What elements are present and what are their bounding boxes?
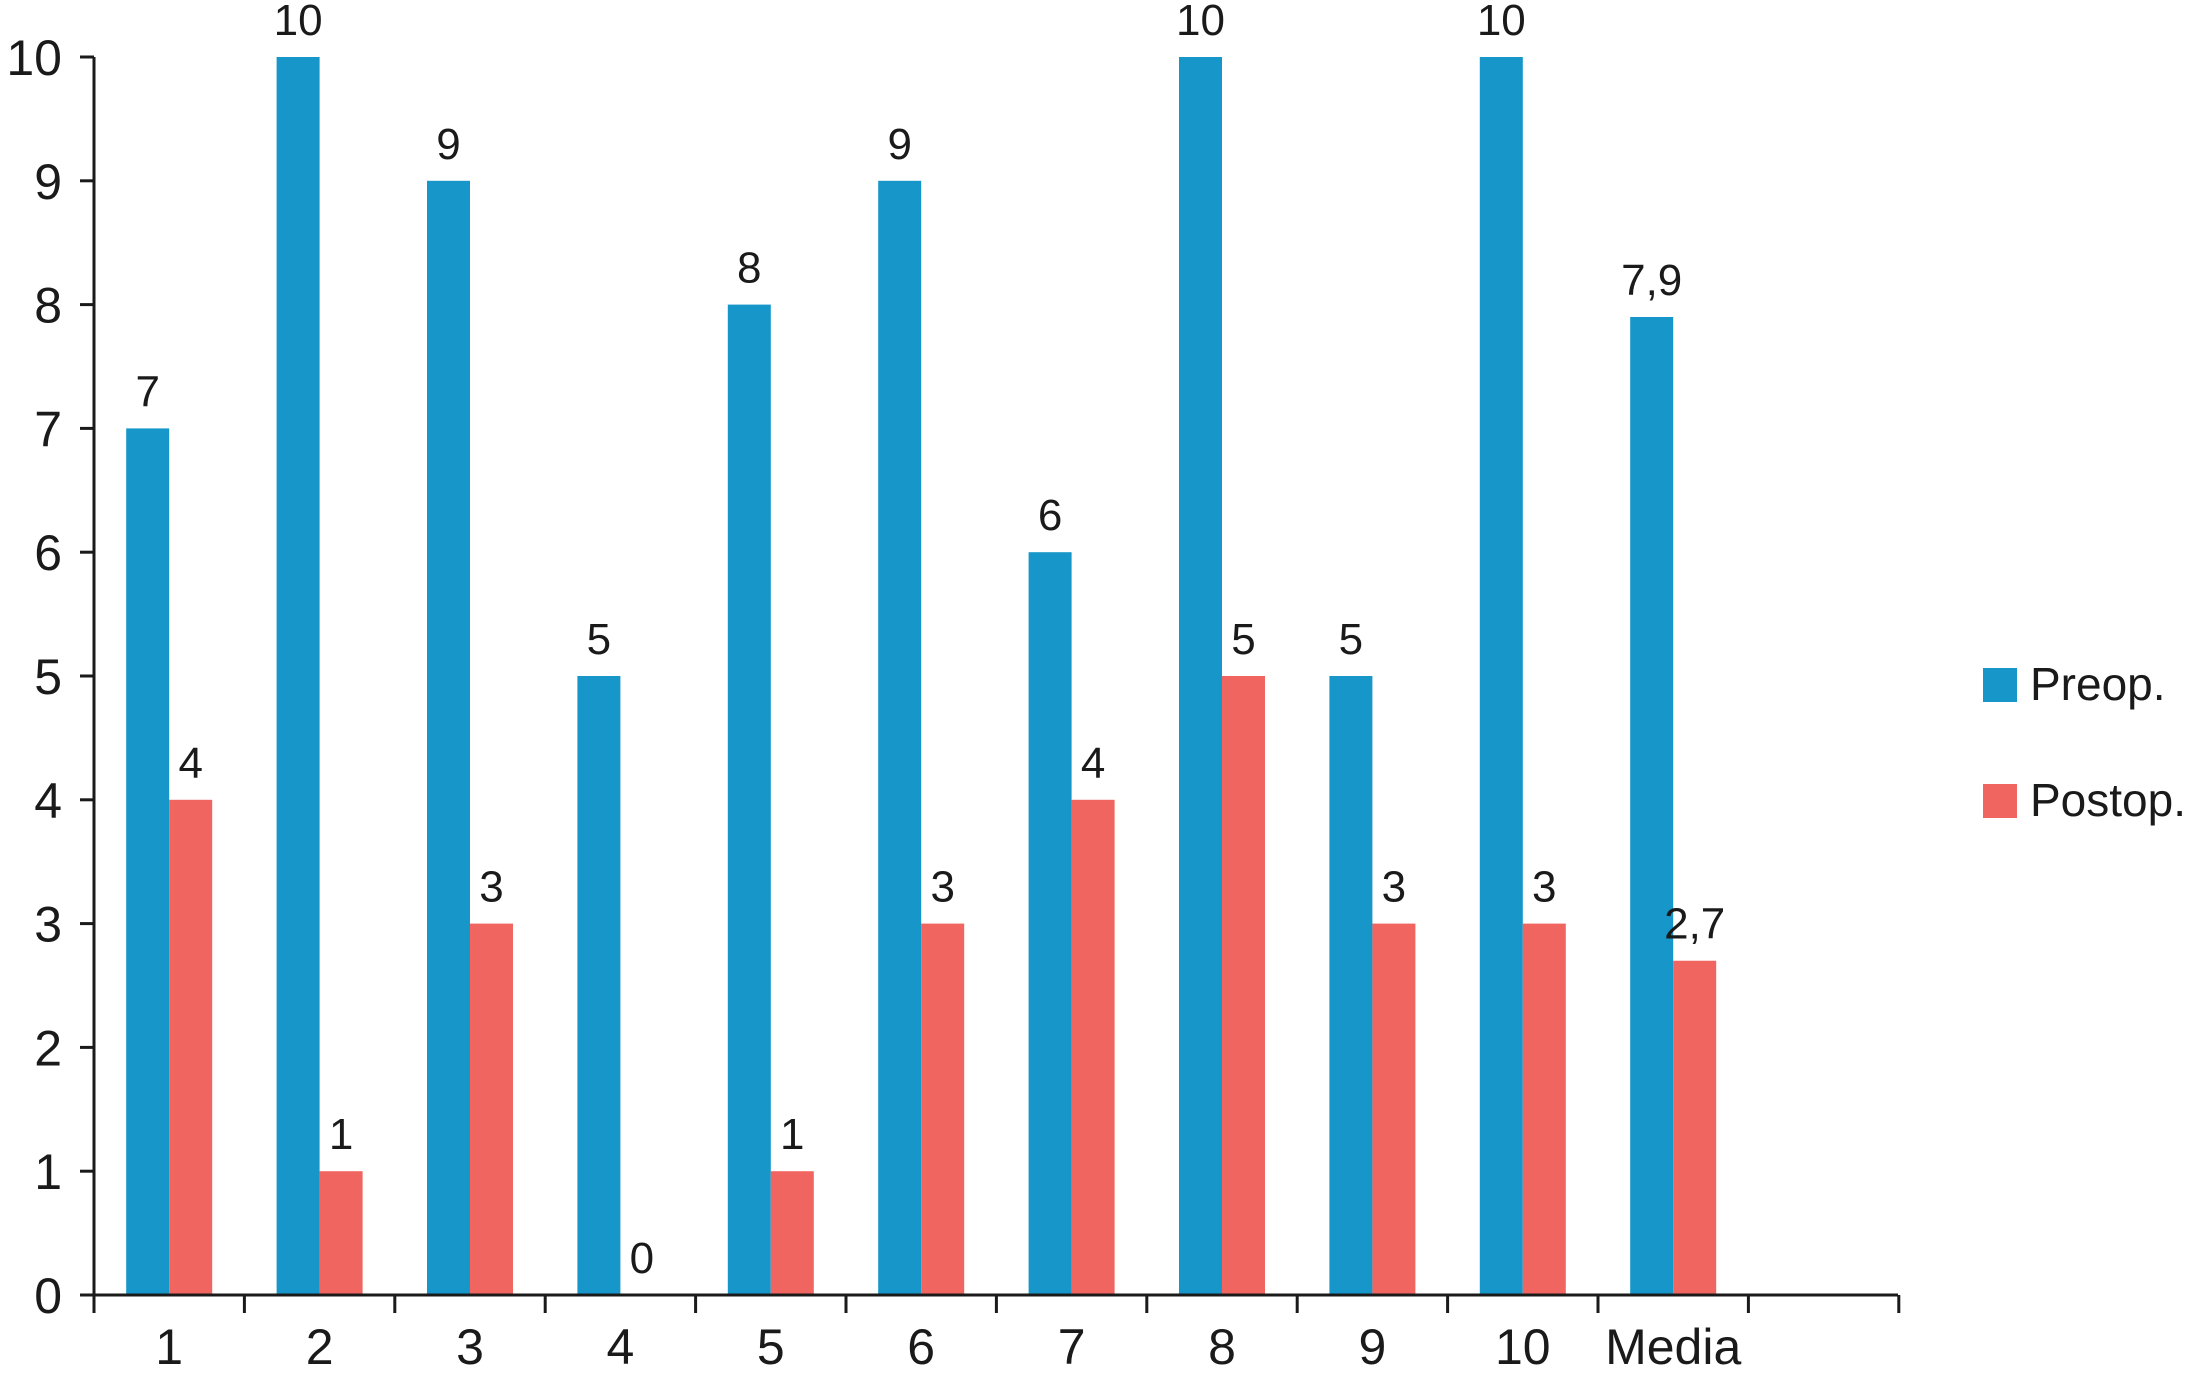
bar-preop (126, 428, 170, 1295)
x-tick-label: 3 (456, 1319, 484, 1375)
data-label-preop: 5 (587, 615, 611, 664)
legend-swatch-preop (1983, 668, 2017, 702)
x-tick-label: 6 (907, 1319, 935, 1375)
bar-postop (169, 799, 213, 1295)
bar-postop (921, 923, 965, 1295)
y-tick-label: 5 (34, 649, 62, 705)
x-tick-label: 2 (306, 1319, 334, 1375)
bars-group (126, 57, 1717, 1296)
y-tick-label: 10 (6, 30, 62, 86)
data-label-postop: 5 (1231, 615, 1255, 664)
y-tick-label: 7 (34, 401, 62, 457)
x-tick-label: 7 (1058, 1319, 1086, 1375)
data-label-postop: 1 (329, 1110, 353, 1159)
x-tick-label: 10 (1495, 1319, 1551, 1375)
data-label-postop: 3 (1532, 863, 1556, 912)
bar-postop (319, 1171, 363, 1295)
data-label-postop: 4 (178, 739, 202, 788)
bar-preop (1329, 676, 1373, 1295)
axes-group (92, 57, 1898, 1297)
y-tick-label: 0 (34, 1268, 62, 1324)
data-label-postop: 4 (1081, 739, 1105, 788)
x-ticks-group: 1 2 3 4 5 6 7 8 9 10 Media (92, 1295, 1901, 1375)
x-tick-label: 5 (757, 1319, 785, 1375)
legend-label-postop: Postop. (2030, 774, 2186, 826)
y-tick-label: 2 (34, 1020, 62, 1076)
legend: Preop. Postop. (1983, 658, 2186, 826)
data-label-preop: 9 (436, 120, 460, 169)
bar-postop (1673, 960, 1717, 1295)
data-label-preop: 6 (1038, 491, 1062, 540)
bar-postop (770, 1171, 814, 1295)
x-tick-label: 9 (1358, 1319, 1386, 1375)
bar-postop (470, 923, 513, 1295)
bar-preop (276, 57, 320, 1295)
data-label-postop: 2,7 (1664, 900, 1725, 949)
y-tick-label: 6 (34, 525, 62, 581)
bar-preop (1479, 57, 1523, 1295)
data-label-preop: 10 (274, 0, 323, 45)
data-label-preop: 7 (135, 367, 159, 416)
data-label-postop: 3 (479, 863, 503, 912)
bar-preop (727, 304, 771, 1296)
data-label-preop: 8 (737, 244, 761, 293)
bar-preop (1028, 552, 1072, 1295)
bar-postop (1372, 923, 1416, 1295)
y-ticks-group: 0 1 2 3 4 5 6 7 8 9 10 (6, 30, 94, 1324)
y-tick-label: 1 (34, 1144, 62, 1200)
data-label-preop: 10 (1477, 0, 1526, 45)
data-label-preop: 9 (887, 120, 911, 169)
bar-preop (427, 180, 470, 1295)
data-label-preop: 10 (1176, 0, 1225, 45)
y-tick-label: 4 (34, 773, 62, 829)
bar-postop (1222, 676, 1265, 1295)
data-label-preop: 5 (1339, 615, 1363, 664)
data-label-preop: 7,9 (1621, 256, 1682, 305)
bar-preop (878, 180, 922, 1295)
bar-postop (1522, 923, 1566, 1295)
x-tick-label: 4 (606, 1319, 634, 1375)
x-tick-label: 8 (1208, 1319, 1236, 1375)
x-tick-label: Media (1605, 1319, 1741, 1375)
data-label-postop: 3 (1382, 863, 1406, 912)
legend-label-preop: Preop. (2030, 658, 2166, 710)
bar-preop (1630, 316, 1674, 1296)
bar-preop (1179, 57, 1222, 1295)
data-labels-group: 7 10 9 5 8 9 6 10 5 10 7,9 4 1 3 0 1 3 4 5 3 3 2,7 (135, 0, 1725, 1283)
data-label-postop: 1 (780, 1110, 804, 1159)
x-tick-label: 1 (155, 1319, 183, 1375)
bar-preop (577, 676, 621, 1295)
bar-postop (1071, 799, 1115, 1295)
y-tick-label: 8 (34, 278, 62, 334)
y-tick-label: 3 (34, 897, 62, 953)
legend-swatch-postop (1983, 784, 2017, 818)
data-label-postop: 0 (630, 1234, 654, 1283)
y-tick-label: 9 (34, 154, 62, 210)
data-label-postop: 3 (930, 863, 954, 912)
